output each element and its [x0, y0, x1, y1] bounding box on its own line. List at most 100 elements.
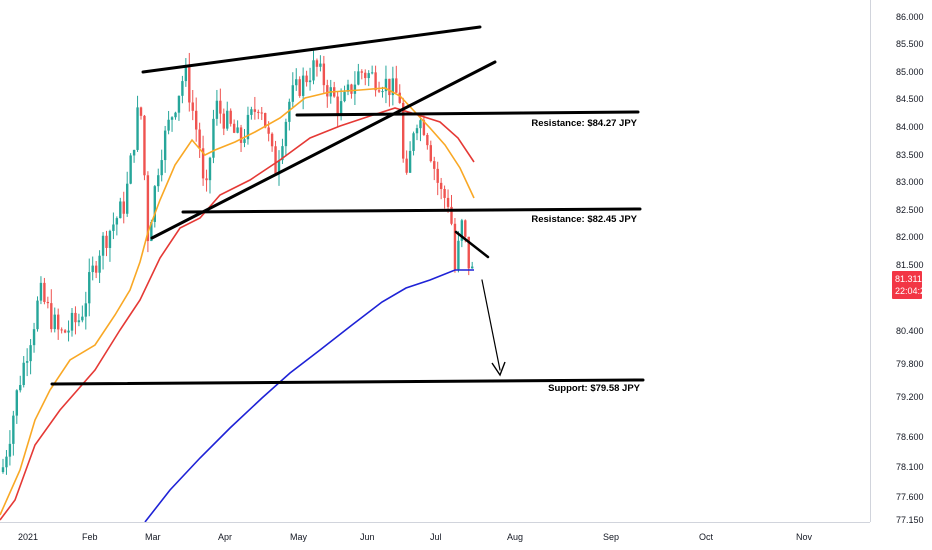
candle-body — [450, 206, 453, 224]
candle-body — [439, 182, 443, 190]
candle-body — [212, 118, 215, 158]
candle-body — [177, 95, 181, 113]
candle-body — [57, 314, 60, 330]
y-tick: 77.600 — [896, 492, 924, 502]
candle-body — [174, 112, 177, 118]
candle-body — [119, 201, 122, 219]
candle-body — [208, 157, 212, 181]
candle-body — [391, 78, 395, 96]
price-tag-value: 81.311 — [895, 274, 922, 284]
candle-body — [308, 80, 312, 83]
y-tick: 85.000 — [896, 67, 924, 77]
candle-body — [191, 102, 194, 111]
candle-body — [153, 186, 156, 222]
candle-body — [467, 236, 470, 269]
candle-body — [274, 146, 277, 175]
projection-arrow-shaft — [481, 279, 501, 371]
candle-body — [343, 91, 346, 102]
candle-body — [270, 133, 274, 147]
candle-body — [160, 160, 163, 176]
candle-body — [122, 201, 125, 214]
candle-body — [63, 330, 67, 333]
candle-body — [388, 78, 391, 96]
candle-body — [305, 75, 308, 83]
x-tick: Oct — [699, 532, 714, 542]
y-tick: 79.800 — [896, 359, 924, 369]
ma-mid-line — [0, 107, 475, 521]
candle-body — [88, 272, 91, 304]
candle-body — [132, 149, 136, 156]
candle-body — [422, 120, 426, 135]
candle-body — [246, 114, 250, 140]
candle-body — [163, 130, 167, 161]
candle-body — [326, 85, 329, 97]
candle-body — [201, 148, 205, 179]
candle-body — [360, 71, 363, 73]
annotation-resistance-1: Resistance: $84.27 JPY — [531, 118, 637, 129]
candle-body — [267, 127, 270, 134]
candle-body — [91, 265, 94, 273]
x-tick: Feb — [82, 532, 98, 542]
candle-body — [412, 133, 415, 151]
candle-body — [29, 345, 32, 362]
candle-body — [415, 128, 419, 134]
x-tick: Jul — [430, 532, 442, 542]
candle-body — [150, 221, 153, 242]
annotation-resistance-2: Resistance: $82.45 JPY — [531, 214, 637, 225]
candle-body — [1, 467, 5, 472]
candles — [1, 50, 474, 475]
y-tick: 82.000 — [896, 232, 924, 242]
candle-body — [70, 312, 74, 331]
moving-averages — [0, 87, 475, 523]
candle-body — [195, 110, 198, 130]
candle-body — [136, 107, 139, 150]
candle-body — [129, 155, 132, 184]
candle-body — [464, 220, 467, 237]
candle-body — [19, 385, 22, 391]
candle-body — [112, 224, 115, 231]
candle-body — [281, 146, 284, 161]
candle-body — [408, 150, 412, 173]
candle-body — [60, 329, 63, 331]
price-tag-time: 22:04:22 — [895, 286, 930, 296]
candle-body — [167, 119, 170, 131]
candle-body — [229, 110, 232, 124]
candle-body — [43, 282, 46, 302]
candle-body — [236, 127, 239, 133]
candle-body — [471, 266, 474, 269]
candle-body — [350, 84, 353, 94]
candle-body — [398, 92, 401, 103]
ma-slow-line — [144, 269, 474, 523]
candle-body — [25, 361, 29, 363]
candle-body — [460, 220, 464, 241]
candle-body — [319, 63, 322, 67]
candle-body — [429, 145, 432, 162]
candle-body — [101, 235, 105, 256]
candle-body — [419, 120, 422, 129]
y-tick: 85.500 — [896, 39, 924, 49]
candle-body — [453, 223, 457, 270]
candle-body — [433, 161, 436, 169]
candle-body — [219, 100, 222, 114]
candle-body — [364, 72, 367, 79]
x-tick: Jun — [360, 532, 375, 542]
candle-body — [36, 300, 39, 330]
candle-body — [215, 100, 219, 119]
y-tick: 84.000 — [896, 122, 924, 132]
annotation-support: Support: $79.58 JPY — [548, 383, 641, 394]
x-tick: Mar — [145, 532, 161, 542]
resistance-84-27-line — [295, 110, 640, 117]
y-tick: 80.400 — [896, 326, 924, 336]
x-axis-ticks: 2021 Feb Mar Apr May Jun Jul Aug Sep Oct… — [18, 532, 813, 542]
candle-body — [402, 102, 405, 159]
candle-body — [381, 91, 384, 93]
candle-body — [74, 312, 77, 323]
candle-body — [222, 113, 225, 129]
resistance-82-45-line — [181, 207, 642, 214]
candle-body — [260, 112, 263, 114]
candle-body — [243, 139, 246, 143]
y-tick: 86.000 — [896, 12, 924, 22]
candle-body — [50, 303, 53, 330]
y-tick: 78.600 — [896, 432, 924, 442]
candle-body — [226, 110, 229, 129]
